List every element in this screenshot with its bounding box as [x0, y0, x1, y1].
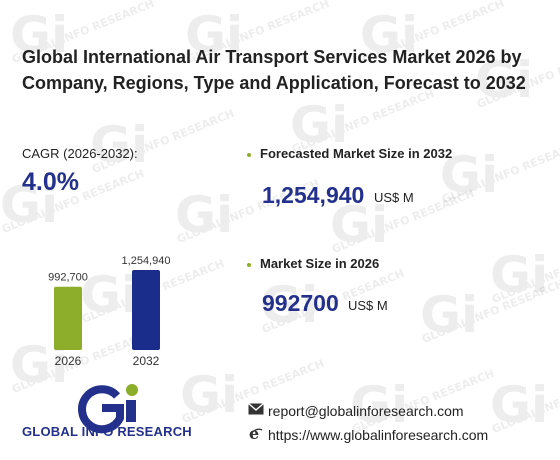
- internet-explorer-icon: e: [249, 426, 263, 441]
- x-tick-label-2032: 2032: [133, 354, 160, 368]
- bullet-icon: [247, 263, 251, 267]
- svg-text:e: e: [249, 426, 259, 441]
- data-label-2026: 992,700: [48, 272, 88, 284]
- bar-2026: [54, 286, 82, 350]
- bar-chart: 992,700 2026 1,254,940 2032: [48, 255, 171, 368]
- current-unit: US$ M: [348, 298, 388, 313]
- forecast-unit: US$ M: [374, 190, 414, 205]
- cagr-value: 4.0%: [22, 168, 79, 196]
- contact-email[interactable]: report@globalinforesearch.com: [268, 403, 464, 419]
- envelope-icon: [248, 403, 264, 415]
- company-logo: [78, 384, 138, 434]
- current-label: Market Size in 2026: [260, 256, 380, 271]
- logo-text: GLOBAL INFO RESEARCH: [22, 424, 192, 439]
- bar-2032: [132, 270, 160, 350]
- data-label-2032: 1,254,940: [122, 255, 171, 267]
- cagr-label: CAGR (2026-2032):: [22, 146, 138, 161]
- x-tick-label-2026: 2026: [55, 354, 82, 368]
- forecast-label: Forecasted Market Size in 2032: [260, 146, 453, 161]
- page-title: Global International Air Transport Servi…: [22, 47, 526, 93]
- contact-website[interactable]: https://www.globalinforesearch.com: [268, 427, 489, 443]
- current-value: 992700: [262, 290, 339, 316]
- bullet-icon: [247, 153, 251, 157]
- forecast-value: 1,254,940: [262, 182, 365, 208]
